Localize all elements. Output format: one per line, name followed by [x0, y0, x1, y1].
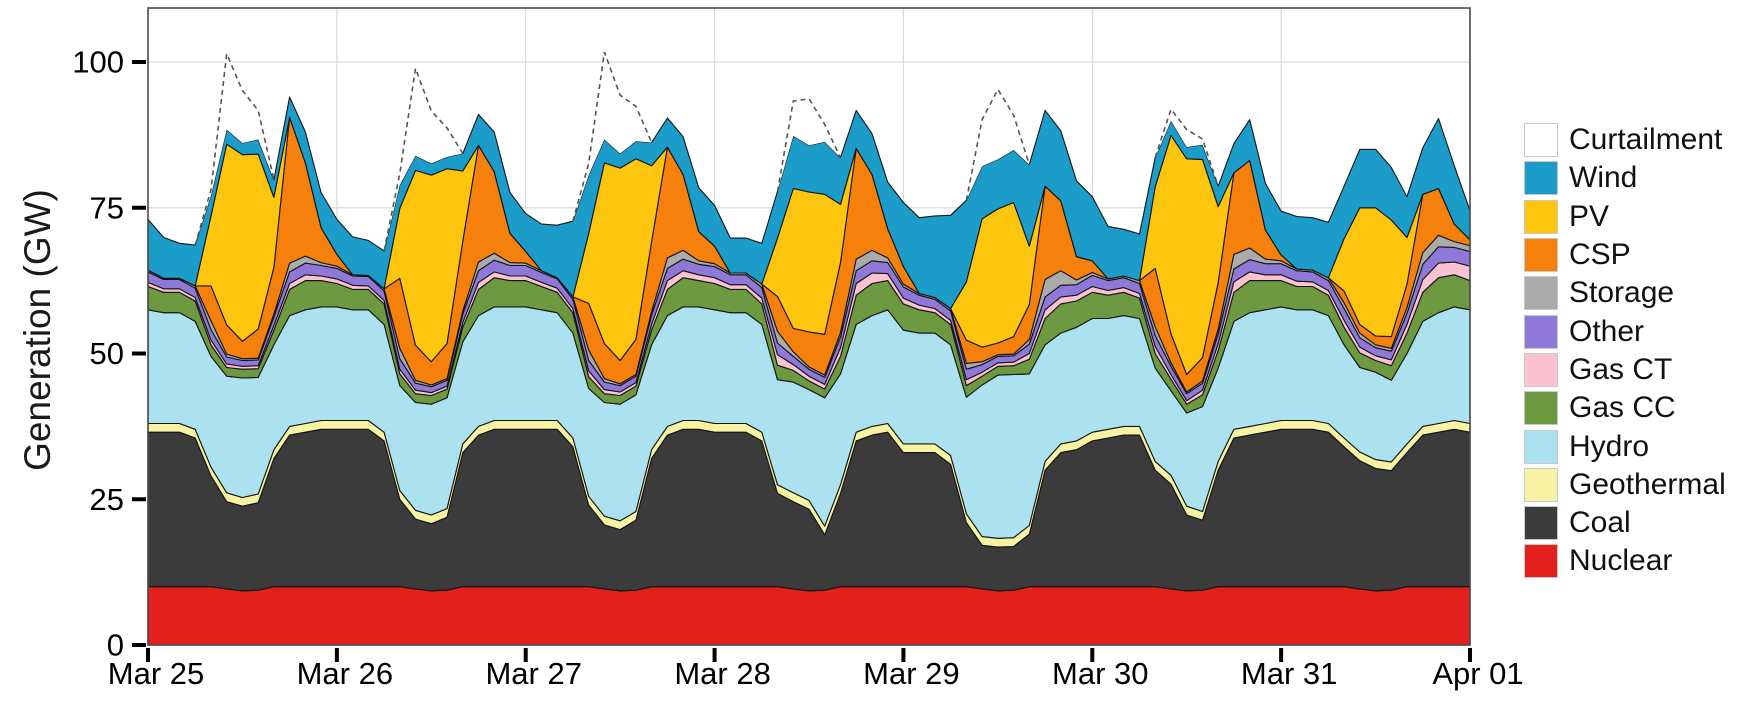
legend-item-gas_cc: Gas CC	[1524, 389, 1726, 427]
area-nuclear	[147, 586, 1471, 646]
legend-swatch-curtailment	[1524, 123, 1558, 158]
dashed-segment	[1154, 107, 1219, 187]
legend-item-other: Other	[1524, 312, 1726, 350]
legend-item-geothermal: Geothermal	[1524, 466, 1726, 504]
y-axis: 0 25 50 75 100	[72, 45, 146, 663]
x-tick-label: Mar 26	[297, 656, 393, 691]
legend-label-hydro: Hydro	[1569, 429, 1650, 463]
x-tick-label: Mar 25	[108, 656, 204, 691]
chart-legend: Curtailment Wind PV CSP Storage Other Gas CT Ga…	[1524, 121, 1726, 581]
dashed-segment	[572, 51, 653, 222]
legend-label-geothermal: Geothermal	[1569, 467, 1726, 501]
legend-swatch-gas_ct	[1524, 352, 1558, 387]
dashed-segment	[383, 68, 464, 252]
legend-item-storage: Storage	[1524, 274, 1726, 312]
legend-item-curtailment: Curtailment	[1524, 121, 1726, 159]
legend-label-pv: PV	[1569, 199, 1610, 233]
x-tick-label: Mar 28	[674, 656, 770, 691]
x-axis: Mar 25 Mar 26 Mar 27 Mar 28 Mar 29 Mar 30 Mar …	[108, 648, 1524, 691]
y-tick-label: 50	[90, 336, 124, 371]
legend-label-storage: Storage	[1569, 276, 1675, 310]
legend-swatch-gas_cc	[1524, 391, 1558, 426]
legend-item-wind: Wind	[1524, 159, 1726, 197]
x-tick-label: Mar 27	[485, 656, 581, 691]
legend-swatch-coal	[1524, 506, 1558, 541]
x-tick-label: Mar 29	[863, 656, 959, 691]
area-curtailment	[148, 52, 1470, 251]
legend-swatch-csp	[1524, 238, 1558, 273]
legend-label-nuclear: Nuclear	[1569, 544, 1673, 578]
y-tick-label: 100	[72, 45, 124, 80]
plot-frame	[147, 7, 1471, 646]
legend-item-hydro: Hydro	[1524, 427, 1726, 465]
x-tick-label: Mar 30	[1052, 656, 1148, 691]
legend-label-gas_ct: Gas CT	[1569, 352, 1673, 386]
legend-label-wind: Wind	[1569, 161, 1638, 195]
y-tick-label: 25	[90, 482, 124, 517]
legend-item-gas_ct: Gas CT	[1524, 351, 1726, 389]
curtailment-dashed-line	[194, 50, 1219, 252]
legend-label-csp: CSP	[1569, 238, 1631, 272]
legend-swatch-pv	[1524, 199, 1558, 234]
legend-swatch-nuclear	[1524, 544, 1558, 579]
stacked-areas	[147, 52, 1471, 646]
dashed-segment	[194, 50, 275, 246]
legend-item-csp: CSP	[1524, 236, 1726, 274]
legend-swatch-hydro	[1524, 429, 1558, 464]
x-tick-label: Apr 01	[1432, 656, 1523, 691]
legend-label-other: Other	[1569, 314, 1645, 348]
legend-swatch-wind	[1524, 161, 1558, 196]
legend-item-nuclear: Nuclear	[1524, 542, 1726, 580]
legend-item-pv: PV	[1524, 198, 1726, 236]
legend-label-coal: Coal	[1569, 506, 1631, 540]
y-tick-label: 75	[90, 190, 124, 225]
legend-swatch-geothermal	[1524, 467, 1558, 502]
legend-item-coal: Coal	[1524, 504, 1726, 542]
legend-label-curtailment: Curtailment	[1569, 123, 1723, 157]
legend-swatch-other	[1524, 314, 1558, 349]
y-axis-title: Generation (GW)	[17, 189, 58, 471]
legend-swatch-storage	[1524, 276, 1558, 311]
x-tick-label: Mar 31	[1241, 656, 1337, 691]
dashed-segment	[965, 87, 1031, 201]
y-tick-label: 0	[107, 628, 124, 663]
legend-label-gas_cc: Gas CC	[1569, 391, 1676, 425]
